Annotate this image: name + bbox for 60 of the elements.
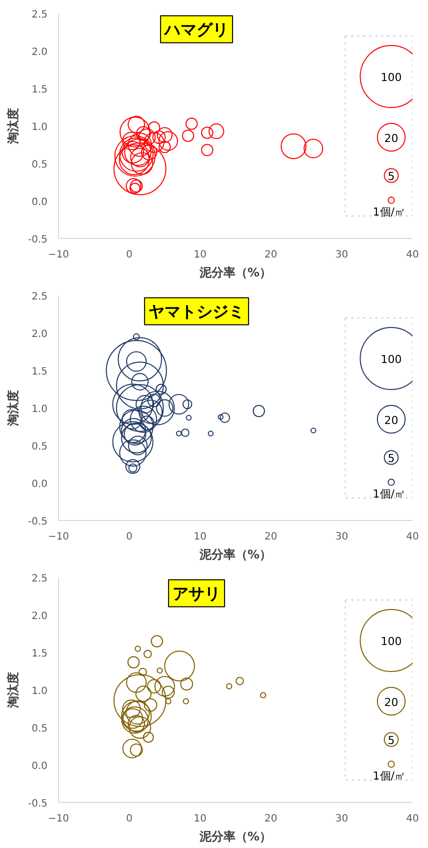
y-tick-label: -0.5 [28, 798, 48, 810]
y-tick-label: 2.0 [32, 47, 48, 58]
x-tick-label: −10 [48, 814, 70, 824]
y-tick-label: 2.5 [32, 574, 48, 584]
legend-label: 5 [388, 170, 395, 183]
y-tick-label: 2.0 [32, 329, 48, 340]
x-tick-label: 30 [335, 532, 348, 542]
x-tick-label: −10 [48, 532, 70, 542]
legend-label: 1個/㎡ [372, 769, 406, 782]
x-axis-title: 泥分率（%） [198, 830, 272, 844]
x-tick-label: 10 [194, 250, 206, 260]
x-tick-label: 30 [335, 814, 348, 824]
y-tick-label: 1.0 [32, 404, 48, 415]
legend-label: 1個/㎡ [372, 487, 406, 500]
y-axis-title: 淘汰度 [6, 108, 20, 145]
y-axis-title: 淘汰度 [6, 672, 20, 709]
y-tick-label: -0.5 [28, 234, 48, 246]
y-tick-label: 0.0 [32, 479, 48, 490]
y-tick-label: 1.0 [32, 686, 48, 697]
x-tick-label: 40 [406, 532, 419, 542]
y-tick-label: 1.5 [32, 366, 48, 378]
y-tick-label: 1.5 [32, 84, 48, 96]
legend-label: 20 [384, 696, 398, 709]
y-tick-label: 0.5 [32, 442, 48, 452]
legend-label: 5 [388, 452, 395, 465]
y-tick-label: 2.5 [32, 292, 48, 302]
x-tick-label: 40 [406, 814, 419, 824]
legend-label: 1個/㎡ [372, 205, 406, 218]
x-tick-label: 20 [264, 250, 278, 260]
legend-label: 20 [384, 414, 398, 427]
x-tick-label: 0 [126, 814, 132, 824]
x-tick-label: 20 [264, 814, 278, 824]
y-tick-label: 1.0 [32, 122, 48, 133]
chart-title: アサリ [172, 584, 221, 603]
legend-label: 20 [384, 132, 398, 145]
x-tick-label: 40 [406, 250, 419, 260]
y-tick-label: 0.5 [32, 160, 48, 170]
x-tick-label: 0 [126, 532, 132, 542]
y-tick-label: 2.5 [32, 10, 48, 20]
legend-label: 100 [380, 353, 402, 366]
x-tick-label: 20 [264, 532, 278, 542]
legend-label: 5 [388, 734, 395, 747]
x-tick-label: 30 [335, 250, 348, 260]
legend-label: 100 [380, 635, 402, 648]
chart-title: ハマグリ [164, 20, 229, 39]
y-tick-label: 0.0 [32, 761, 48, 772]
x-axis-title: 泥分率（%） [198, 266, 272, 280]
x-tick-label: 10 [194, 532, 206, 542]
y-tick-label: 1.5 [32, 648, 48, 660]
y-tick-label: 0.5 [32, 724, 48, 734]
y-tick-label: -0.5 [28, 516, 48, 528]
x-axis-title: 泥分率（%） [198, 548, 272, 562]
y-tick-label: 2.0 [32, 611, 48, 622]
x-tick-label: 10 [194, 814, 206, 824]
y-axis-title: 淘汰度 [6, 390, 20, 427]
x-tick-label: −10 [48, 250, 70, 260]
y-tick-label: 0.0 [32, 197, 48, 208]
x-tick-label: 0 [126, 250, 132, 260]
chart-title: ヤマトシジミ [148, 302, 245, 321]
legend-label: 100 [380, 71, 402, 84]
